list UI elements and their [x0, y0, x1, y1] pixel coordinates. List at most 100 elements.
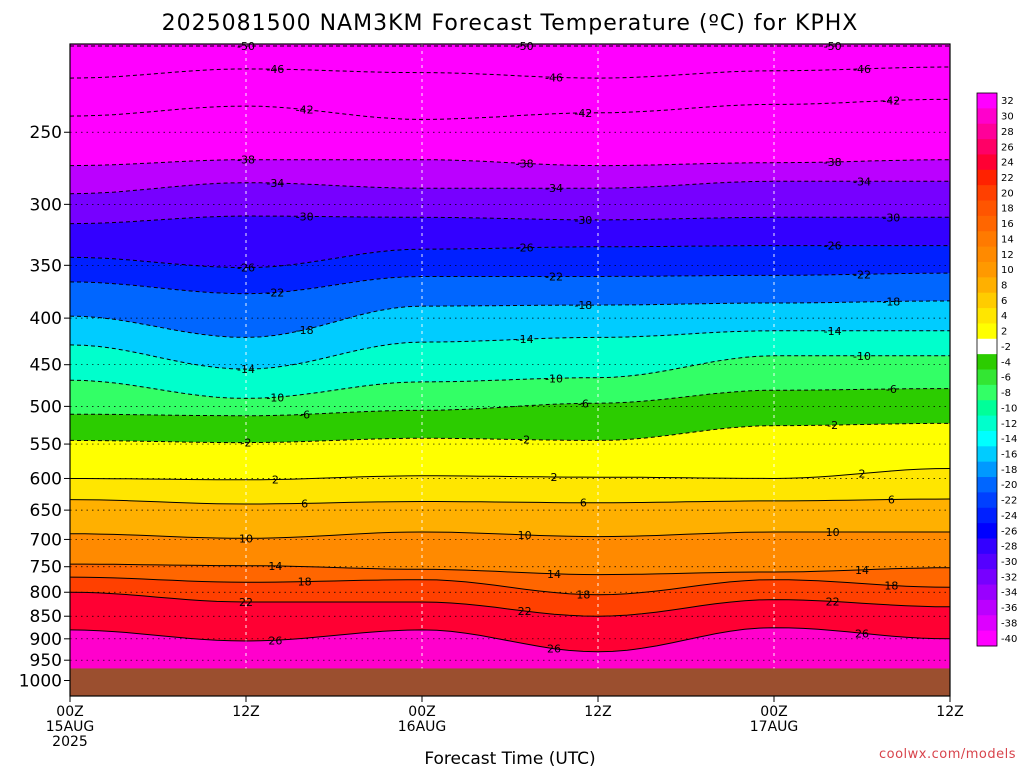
colorbar-swatch — [977, 246, 997, 263]
isotherm-label: -18 — [296, 324, 314, 337]
colorbar-label: -36 — [1001, 603, 1017, 614]
isotherm-label: -18 — [574, 299, 592, 312]
colorbar-label: -8 — [1001, 388, 1011, 399]
isotherm-label: 22 — [239, 596, 253, 609]
isotherm-label: 14 — [855, 564, 869, 577]
isotherm-label: 6 — [301, 497, 308, 510]
colorbar-label: -24 — [1001, 511, 1017, 522]
isotherm-line — [70, 180, 950, 195]
isotherm-label: -30 — [574, 214, 592, 227]
colorbar-label: 2 — [1001, 327, 1007, 338]
isotherm-label: -46 — [545, 71, 563, 84]
isotherm-label: 26 — [268, 634, 282, 647]
isotherm-line — [70, 245, 950, 269]
colorbar-swatch — [977, 553, 997, 570]
isotherm-label: -46 — [853, 63, 871, 76]
colorbar: 32 30 28 26 24 22 20 18 16 14 12 10 8 6 4 2 -2 -4 -6 -8 -10 -… — [976, 92, 1017, 647]
colorbar-label: -40 — [1001, 634, 1017, 645]
plot-frame — [69, 43, 951, 697]
y-tick-label: 1000 — [19, 671, 62, 691]
isotherm-label: -6 — [886, 383, 897, 396]
isotherm-label: 10 — [239, 532, 253, 545]
x-axis-label: Forecast Time (UTC) — [424, 749, 595, 768]
colorbar-swatch — [977, 569, 997, 586]
isotherm-label: 6 — [580, 497, 587, 510]
colorbar-swatch — [977, 185, 997, 202]
isotherm-line — [70, 355, 950, 399]
isotherm-label: 18 — [298, 576, 312, 589]
colorbar-swatch — [977, 338, 997, 355]
y-tick-label: 400 — [30, 309, 62, 329]
colorbar-swatch — [977, 400, 997, 417]
y-axis: 250 300 350 400 450 500 550 600 650 700 750 800 850 9… — [19, 123, 70, 691]
colorbar-swatch — [977, 461, 997, 478]
colorbar-label: -16 — [1001, 449, 1017, 460]
x-tick-label: 12Z — [232, 704, 259, 720]
colorbar-swatch — [977, 261, 997, 278]
colorbar-swatch — [977, 93, 997, 109]
colorbar-swatch — [977, 584, 997, 601]
x-tick-label: 00Z — [408, 704, 435, 720]
isotherm-label: 26 — [855, 627, 869, 640]
colorbar-label: -34 — [1001, 588, 1017, 599]
credit-text: coolwx.com/models — [879, 747, 1016, 762]
x-tick-label: 00Z — [760, 704, 787, 720]
isotherm-label: 14 — [547, 568, 561, 581]
temperature-band — [70, 577, 950, 617]
x-tick-label: 2025 — [52, 734, 88, 750]
colorbar-label: 14 — [1001, 234, 1014, 245]
isotherm-label: -14 — [516, 333, 534, 346]
temperature-band — [70, 423, 950, 480]
temperature-fill — [70, 44, 950, 696]
colorbar-label: 22 — [1001, 173, 1014, 184]
colorbar-label: 18 — [1001, 204, 1014, 215]
temperature-band — [70, 355, 950, 416]
isotherm-label: 2 — [859, 467, 866, 480]
isotherm-label: -26 — [824, 240, 842, 253]
colorbar-swatch — [977, 154, 997, 171]
colorbar-swatch — [977, 231, 997, 248]
isotherm-label: 22 — [518, 605, 532, 618]
temperature-band — [70, 564, 950, 595]
colorbar-label: -22 — [1001, 496, 1017, 507]
isotherm-label: 6 — [888, 493, 895, 506]
colorbar-swatch — [977, 446, 997, 463]
colorbar-swatch — [977, 538, 997, 555]
colorbar-label: 30 — [1001, 112, 1014, 123]
temperature-band — [70, 245, 950, 294]
y-tick-label: 950 — [30, 651, 62, 671]
colorbar-label: -12 — [1001, 419, 1017, 430]
y-tick-label: 800 — [30, 583, 62, 603]
colorbar-label: -32 — [1001, 572, 1017, 583]
isotherm-label: -18 — [882, 295, 900, 308]
colorbar-swatch — [977, 354, 997, 370]
colorbar-label: -14 — [1001, 434, 1017, 445]
isotherm-label: -22 — [853, 268, 871, 281]
y-tick-label: 300 — [30, 195, 62, 215]
chart-title: 2025081500 NAM3KM Forecast Temperature (… — [162, 11, 859, 36]
isotherm-label: -26 — [516, 242, 534, 255]
x-tick-label: 17AUG — [750, 719, 799, 735]
isotherm-line — [70, 330, 950, 370]
isotherm-label: -6 — [299, 408, 310, 421]
x-tick-label: 16AUG — [398, 719, 447, 735]
isotherm-label: 2 — [272, 474, 279, 487]
isotherm-label: -50 — [516, 40, 534, 53]
temperature-band — [70, 532, 950, 575]
isotherm-line — [70, 531, 950, 539]
x-tick-label: 12Z — [936, 704, 963, 720]
colorbar-swatch — [977, 308, 997, 324]
isotherm-label: -46 — [266, 63, 284, 76]
isotherm-line — [70, 563, 950, 576]
isotherm-label: -6 — [578, 397, 589, 410]
plot-area — [70, 44, 950, 696]
isotherm-label: -34 — [266, 177, 284, 190]
colorbar-label: 28 — [1001, 127, 1014, 138]
x-tick-label: 00Z — [56, 704, 83, 720]
colorbar-label: -2 — [1001, 342, 1011, 353]
colorbar-label: -26 — [1001, 526, 1017, 537]
temperature-band — [70, 499, 950, 539]
colorbar-label: 16 — [1001, 219, 1014, 230]
isotherm-line — [70, 300, 950, 338]
